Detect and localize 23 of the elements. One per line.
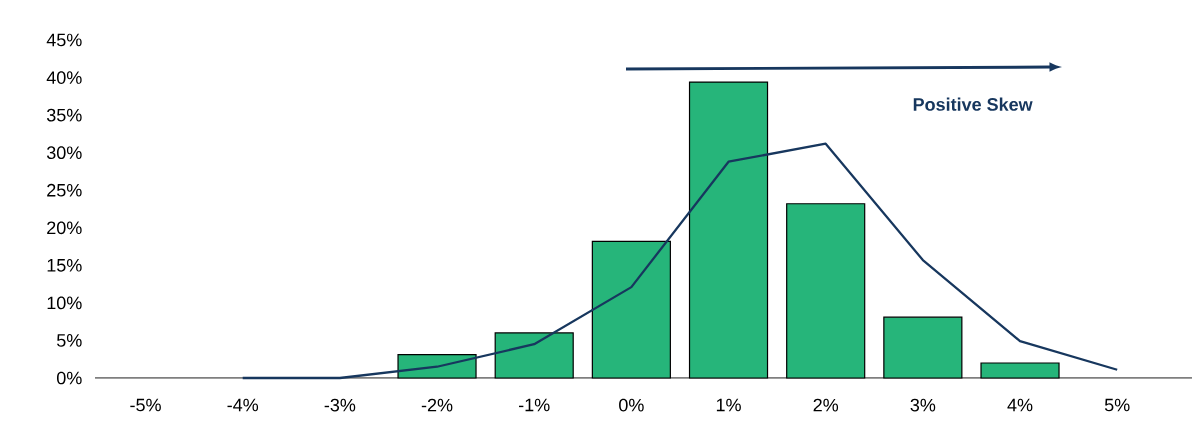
x-tick-label: 1% [716, 398, 741, 412]
x-tick-label: 0% [619, 398, 644, 412]
annotation: Positive Skew [913, 97, 1033, 111]
y-tick-label: 10% [47, 296, 82, 310]
x-tick-label: 3% [910, 398, 936, 412]
x-tick-label: 4% [1007, 398, 1033, 412]
y-tick-label: 20% [47, 221, 82, 235]
y-tick-label: 30% [46, 146, 82, 160]
y-tick-label: 35% [46, 108, 82, 122]
x-tick-label: -4% [227, 398, 259, 412]
x-tick-label: 5% [1104, 398, 1130, 412]
y-tick-label: 40% [46, 71, 82, 84]
x-tick-label: -2% [421, 398, 453, 412]
y-tick-label: 5% [56, 334, 82, 347]
y-tick-label: 45% [46, 33, 82, 47]
line-series [241, 142, 1119, 380]
y-tick-label: 0% [56, 371, 82, 385]
y-tick-label: 15% [47, 259, 82, 272]
x-tick-label: -5% [130, 398, 161, 412]
y-tick-label: 25% [47, 183, 82, 197]
x-tick-label: -3% [324, 398, 356, 412]
x-tick-label: 2% [813, 398, 839, 412]
x-tick-label: -1% [518, 398, 550, 412]
